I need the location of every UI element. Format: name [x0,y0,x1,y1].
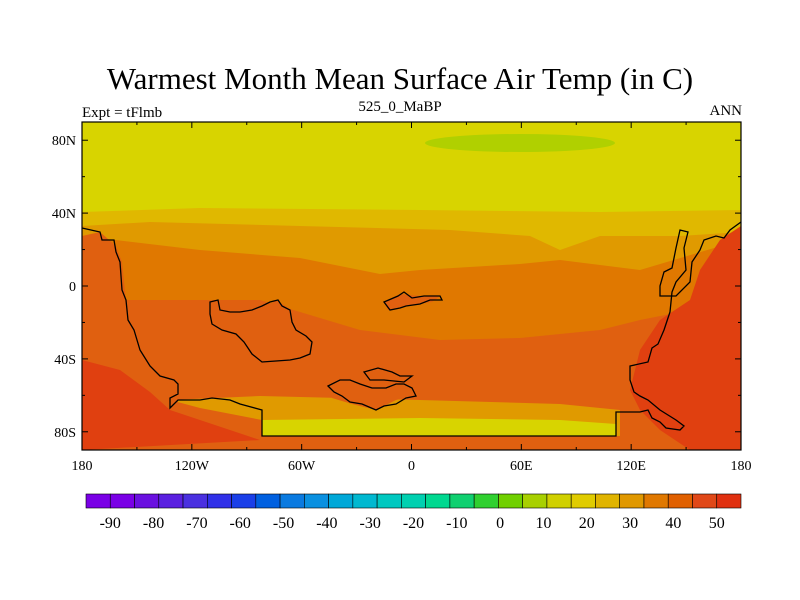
colorbar-swatch [425,493,451,509]
southern-yellow-region [262,418,616,436]
colorbar-swatch [376,493,402,509]
colorbar-swatch [304,493,329,509]
colorbar-swatch [109,493,135,509]
colorbar-swatch [206,493,232,509]
colorbar-label: -50 [273,515,294,532]
x-tick-label: 60E [510,459,533,474]
colorbar-swatch [328,493,354,509]
colorbar-swatch [546,493,572,509]
colorbar-label: -80 [143,515,164,532]
colorbar-label: -70 [186,515,207,532]
x-tick-label: 120W [175,459,210,474]
colorbar-swatch [643,493,669,509]
colorbar-swatch [692,493,718,509]
colorbar-label: 20 [579,515,595,532]
eastern-land-hot [630,226,741,450]
colorbar-swatch [134,493,160,509]
experiment-label: Expt = tFlmb [82,105,163,121]
colorbar-swatch [716,493,742,509]
colorbar-swatch [255,493,281,509]
x-tick-label: 120E [616,459,646,474]
colorbar-swatch [279,493,305,509]
season-label: ANN [709,103,743,119]
x-tick-label: 60W [288,459,316,474]
western-land-core [82,360,260,450]
central-land [210,300,312,362]
colorbar: -90 -80 -70 -60 -50 -40 -30 -20 -10 0 10 20 30 40 50 [85,493,742,532]
coastline-southern [326,367,417,411]
colorbar-swatch [158,493,184,509]
colorbar-label: 0 [496,515,504,532]
colorbar-swatch [231,493,257,509]
map-title: Warmest Month Mean Surface Air Temp (in … [106,61,694,96]
coastlines [81,221,742,437]
coastline-equatorial [382,291,444,311]
colorbar-label: 40 [665,515,681,532]
colorbar-swatch [619,493,645,509]
green-patch [425,134,615,152]
x-tick-label: 180 [72,459,93,474]
colorbar-label: 10 [535,515,551,532]
time-label: 525_0_MaBP [358,99,442,115]
y-tick-label: 40S [54,353,76,368]
x-axis: 180 120W 60W 0 60E 120E 180 [72,122,752,474]
y-tick-label: 80S [54,426,76,441]
colorbar-label: -10 [446,515,467,532]
colorbar-swatch [595,493,621,509]
southern-islands [328,380,414,410]
colorbar-label: -90 [100,515,121,532]
colorbar-swatch [352,493,378,509]
colorbar-label: -60 [230,515,251,532]
coastline-central [209,299,313,363]
x-tick-label: 180 [731,459,752,474]
colorbar-swatch [182,493,208,509]
colorbar-swatch [449,493,475,509]
colorbar-swatch [498,493,523,509]
colorbar-label: 50 [709,515,725,532]
map-plot [81,121,742,451]
equatorial-island [384,294,440,310]
y-tick-label: 80N [52,134,76,149]
colorbar-swatch [570,493,596,509]
x-tick-label: 0 [408,459,415,474]
colorbar-label: -40 [316,515,337,532]
colorbar-swatch [85,493,111,509]
colorbar-swatch [401,493,426,509]
colorbar-swatch [667,493,693,509]
y-tick-label: 40N [52,207,76,222]
colorbar-swatch [473,493,499,509]
coastline-west [81,221,742,437]
colorbar-swatch [522,493,548,509]
y-axis: 80N 40N 0 40S 80S [52,134,741,441]
y-tick-label: 0 [69,280,76,295]
colorbar-label: -30 [360,515,381,532]
colorbar-label: 30 [622,515,638,532]
colorbar-label: -20 [403,515,424,532]
